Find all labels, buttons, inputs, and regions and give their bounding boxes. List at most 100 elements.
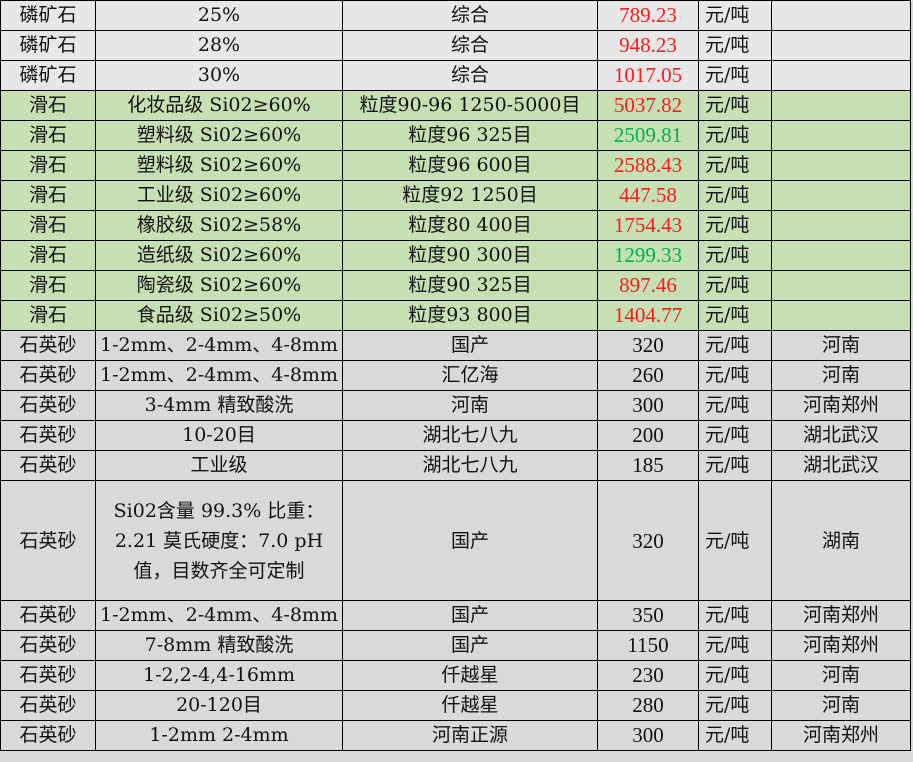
spec-cell[interactable]: 化妆品级 Si02≥60% (95, 90, 343, 121)
product-name-cell[interactable]: 石英砂 (0, 390, 96, 421)
product-name-cell[interactable]: 磷矿石 (0, 0, 96, 31)
origin-cell[interactable]: 粒度90-96 1250-5000目 (342, 90, 598, 121)
spec-cell[interactable]: 塑料级 Si02≥60% (95, 120, 343, 151)
product-name-cell[interactable]: 石英砂 (0, 630, 96, 661)
unit-cell[interactable]: 元/吨 (698, 390, 772, 421)
origin-cell[interactable]: 粒度96 600目 (342, 150, 598, 181)
origin-cell[interactable]: 国产 (342, 480, 598, 601)
spec-cell[interactable]: 陶瓷级 Si02≥60% (95, 270, 343, 301)
spec-cell[interactable]: 塑料级 Si02≥60% (95, 150, 343, 181)
region-cell[interactable]: 河南郑州 (771, 630, 911, 661)
region-cell[interactable] (771, 300, 911, 331)
region-cell[interactable]: 湖北武汉 (771, 450, 911, 481)
product-name-cell[interactable]: 滑石 (0, 300, 96, 331)
region-cell[interactable] (771, 240, 911, 271)
unit-cell[interactable]: 元/吨 (698, 360, 772, 391)
price-cell[interactable]: 320 (597, 330, 699, 361)
region-cell[interactable] (771, 30, 911, 61)
spec-cell[interactable]: 造纸级 Si02≥60% (95, 240, 343, 271)
origin-cell[interactable]: 综合 (342, 0, 598, 31)
region-cell[interactable]: 湖南 (771, 480, 911, 601)
price-cell[interactable]: 300 (597, 720, 699, 751)
product-name-cell[interactable]: 磷矿石 (0, 30, 96, 61)
price-cell[interactable]: 300 (597, 390, 699, 421)
unit-cell[interactable]: 元/吨 (698, 690, 772, 721)
unit-cell[interactable]: 元/吨 (698, 120, 772, 151)
origin-cell[interactable]: 粒度90 300目 (342, 240, 598, 271)
origin-cell[interactable]: 河南 (342, 390, 598, 421)
unit-cell[interactable]: 元/吨 (698, 150, 772, 181)
region-cell[interactable]: 河南 (771, 330, 911, 361)
unit-cell[interactable]: 元/吨 (698, 300, 772, 331)
region-cell[interactable]: 湖北武汉 (771, 420, 911, 451)
origin-cell[interactable]: 仟越星 (342, 660, 598, 691)
region-cell[interactable] (771, 180, 911, 211)
spec-cell[interactable]: 3-4mm 精致酸洗 (95, 390, 343, 421)
price-cell[interactable]: 948.23 (597, 30, 699, 61)
product-name-cell[interactable]: 滑石 (0, 270, 96, 301)
price-cell[interactable]: 1299.33 (597, 240, 699, 271)
price-cell[interactable]: 447.58 (597, 180, 699, 211)
region-cell[interactable] (771, 270, 911, 301)
region-cell[interactable]: 河南 (771, 360, 911, 391)
spec-cell[interactable]: 25% (95, 0, 343, 31)
origin-cell[interactable]: 综合 (342, 60, 598, 91)
spec-cell[interactable]: 30% (95, 60, 343, 91)
spec-cell[interactable]: 28% (95, 30, 343, 61)
spec-cell[interactable]: 1-2mm 2-4mm (95, 720, 343, 751)
region-cell[interactable]: 河南郑州 (771, 390, 911, 421)
region-cell[interactable]: 河南 (771, 660, 911, 691)
price-cell[interactable]: 1017.05 (597, 60, 699, 91)
origin-cell[interactable]: 仟越星 (342, 690, 598, 721)
origin-cell[interactable]: 河南正源 (342, 720, 598, 751)
origin-cell[interactable]: 综合 (342, 30, 598, 61)
region-cell[interactable] (771, 0, 911, 31)
price-cell[interactable]: 280 (597, 690, 699, 721)
price-cell[interactable]: 200 (597, 420, 699, 451)
region-cell[interactable] (771, 120, 911, 151)
spec-cell[interactable]: 工业级 Si02≥60% (95, 180, 343, 211)
unit-cell[interactable]: 元/吨 (698, 630, 772, 661)
unit-cell[interactable]: 元/吨 (698, 270, 772, 301)
spec-cell[interactable]: 食品级 Si02≥50% (95, 300, 343, 331)
unit-cell[interactable]: 元/吨 (698, 420, 772, 451)
spec-cell[interactable]: 橡胶级 Si02≥58% (95, 210, 343, 241)
product-name-cell[interactable]: 滑石 (0, 90, 96, 121)
price-cell[interactable]: 5037.82 (597, 90, 699, 121)
origin-cell[interactable]: 国产 (342, 630, 598, 661)
price-cell[interactable]: 230 (597, 660, 699, 691)
product-name-cell[interactable]: 石英砂 (0, 600, 96, 631)
product-name-cell[interactable]: 石英砂 (0, 720, 96, 751)
region-cell[interactable] (771, 210, 911, 241)
origin-cell[interactable]: 国产 (342, 330, 598, 361)
spec-cell[interactable]: 1-2,2-4,4-16mm (95, 660, 343, 691)
origin-cell[interactable]: 粒度90 325目 (342, 270, 598, 301)
product-name-cell[interactable]: 石英砂 (0, 420, 96, 451)
origin-cell[interactable]: 汇亿海 (342, 360, 598, 391)
price-cell[interactable]: 1404.77 (597, 300, 699, 331)
product-name-cell[interactable]: 磷矿石 (0, 60, 96, 91)
spec-cell[interactable]: Si02含量 99.3% 比重：2.21 莫氏硬度：7.0 pH值，目数齐全可定… (95, 480, 343, 601)
region-cell[interactable]: 河南郑州 (771, 720, 911, 751)
unit-cell[interactable]: 元/吨 (698, 660, 772, 691)
region-cell[interactable]: 河南 (771, 690, 911, 721)
price-cell[interactable]: 897.46 (597, 270, 699, 301)
price-cell[interactable]: 260 (597, 360, 699, 391)
origin-cell[interactable]: 湖北七八九 (342, 420, 598, 451)
product-name-cell[interactable]: 石英砂 (0, 660, 96, 691)
spec-cell[interactable]: 1-2mm、2-4mm、4-8mm (95, 330, 343, 361)
region-cell[interactable] (771, 150, 911, 181)
spec-cell[interactable]: 工业级 (95, 450, 343, 481)
unit-cell[interactable]: 元/吨 (698, 600, 772, 631)
spec-cell[interactable]: 20-120目 (95, 690, 343, 721)
product-name-cell[interactable]: 滑石 (0, 150, 96, 181)
product-name-cell[interactable]: 石英砂 (0, 450, 96, 481)
region-cell[interactable]: 河南郑州 (771, 600, 911, 631)
price-cell[interactable]: 320 (597, 480, 699, 601)
product-name-cell[interactable]: 滑石 (0, 210, 96, 241)
unit-cell[interactable]: 元/吨 (698, 0, 772, 31)
unit-cell[interactable]: 元/吨 (698, 60, 772, 91)
product-name-cell[interactable]: 滑石 (0, 180, 96, 211)
spec-cell[interactable]: 1-2mm、2-4mm、4-8mm (95, 360, 343, 391)
product-name-cell[interactable]: 滑石 (0, 240, 96, 271)
